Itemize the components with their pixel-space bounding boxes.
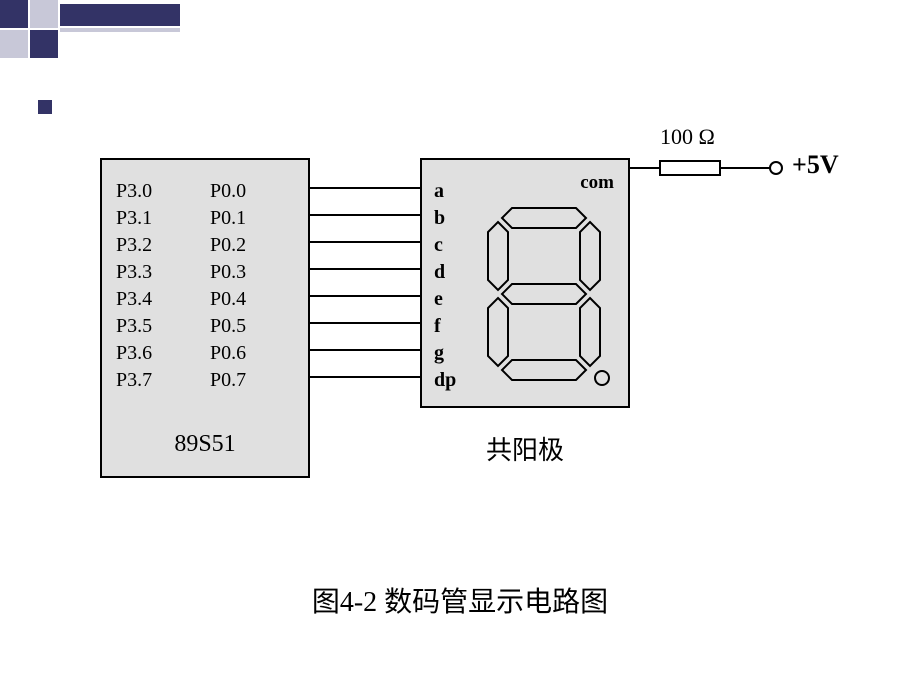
mcu-left-pins: P3.0P3.1P3.2P3.3P3.4P3.5P3.6P3.7 [116, 178, 152, 394]
connection-wires [310, 158, 422, 418]
slide-bullet [38, 100, 52, 114]
display-com-label: com [580, 172, 614, 194]
slide-corner-decoration [0, 0, 180, 60]
seven-segment-figure [484, 202, 604, 387]
figure-caption: 图4-2 数码管显示电路图 [0, 580, 920, 620]
decimal-point-icon [594, 370, 610, 386]
circuit-diagram: P3.0P3.1P3.2P3.3P3.4P3.5P3.6P3.7 P0.0P0.… [100, 130, 850, 510]
power-wire [630, 156, 800, 186]
mcu-right-pins: P0.0P0.1P0.2P0.3P0.4P0.5P0.6P0.7 [210, 178, 246, 394]
mcu-chip: P3.0P3.1P3.2P3.3P3.4P3.5P3.6P3.7 P0.0P0.… [100, 158, 310, 478]
display-type-label: 共阳极 [420, 430, 630, 467]
mcu-name: 89S51 [102, 431, 308, 458]
vcc-label: +5V [792, 150, 839, 180]
display-pin-labels: abcdefgdp [434, 178, 456, 394]
resistor-value: 100 Ω [660, 124, 715, 150]
seven-segment-display: abcdefgdp com [420, 158, 630, 408]
